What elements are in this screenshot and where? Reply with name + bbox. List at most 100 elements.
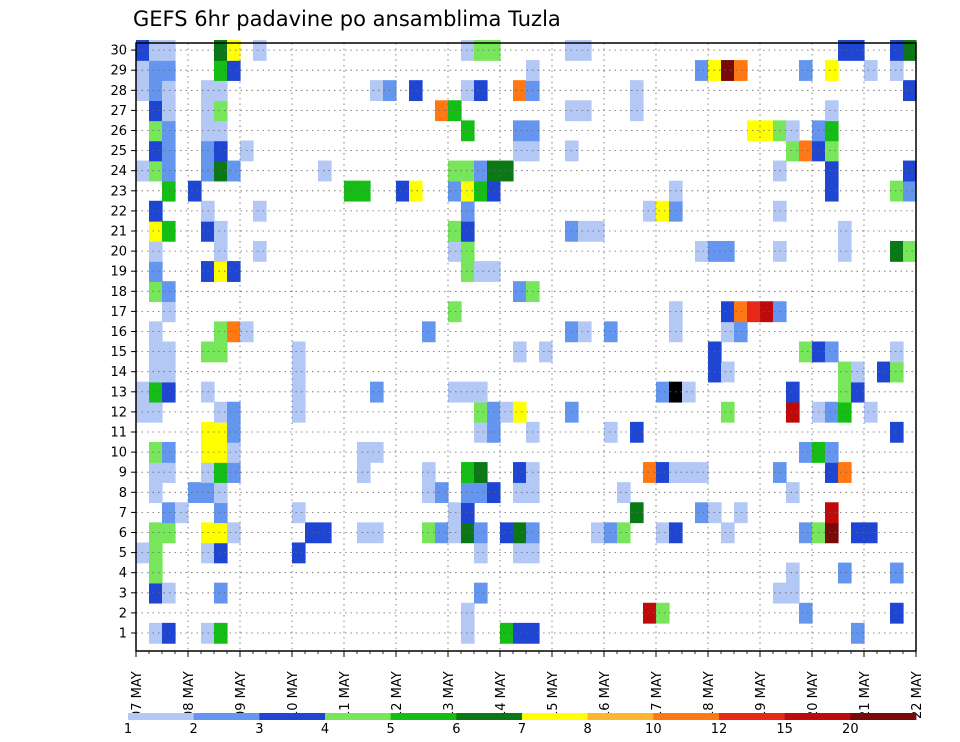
heatmap-cell [656, 381, 670, 403]
heatmap-cell [162, 100, 176, 122]
heatmap-cell [474, 80, 488, 102]
y-tick-label: 20 [110, 245, 127, 260]
heatmap-cell [825, 522, 839, 544]
y-tick-label: 7 [119, 506, 127, 521]
heatmap-cell [760, 120, 774, 142]
heatmap-cell [448, 240, 462, 262]
heatmap-cell [825, 441, 839, 463]
heatmap-cell [214, 622, 228, 644]
x-tick-label: 17 MAY [650, 671, 665, 719]
heatmap-cell [292, 361, 306, 383]
heatmap-cell [461, 80, 475, 102]
heatmap-cell [253, 39, 267, 61]
heatmap-cell [227, 522, 241, 544]
colorbar-swatch [522, 713, 589, 720]
x-tick-label: 14 MAY [494, 671, 509, 719]
y-tick-label: 2 [119, 606, 127, 621]
heatmap-cell [149, 261, 163, 282]
heatmap-cell [903, 39, 917, 61]
heatmap-cell [149, 80, 163, 102]
heatmap-cell [357, 180, 371, 202]
heatmap-cell [227, 321, 241, 343]
heatmap-cell [825, 140, 839, 162]
heatmap-cell [461, 602, 475, 624]
heatmap-cell [149, 482, 163, 504]
heatmap-cell [214, 220, 228, 242]
heatmap-cell [214, 441, 228, 463]
heatmap-cell [227, 462, 241, 483]
y-tick-label: 28 [110, 84, 127, 99]
y-tick-label: 1 [119, 627, 127, 642]
heatmap-cell [734, 321, 748, 343]
x-tick-label: 10 MAY [286, 671, 301, 719]
heatmap-cell [435, 482, 449, 504]
heatmap-cell [825, 502, 839, 524]
heatmap-cell [162, 622, 176, 644]
heatmap-cell [682, 462, 696, 483]
heatmap-cell [474, 542, 488, 564]
heatmap-cell [448, 301, 462, 323]
heatmap-cell [227, 39, 241, 61]
heatmap-cell [162, 39, 176, 61]
heatmap-cell [461, 482, 475, 504]
heatmap-cell [188, 180, 202, 202]
chart-title: GEFS 6hr padavine po ansamblima Tuzla [133, 7, 561, 31]
heatmap-cell [695, 60, 709, 81]
heatmap-cell [214, 582, 228, 604]
heatmap-cell [474, 381, 488, 403]
heatmap-cell [162, 140, 176, 162]
heatmap-cell [461, 462, 475, 483]
heatmap-cell [448, 180, 462, 202]
heatmap-cell [799, 602, 813, 624]
heatmap-cell [578, 220, 592, 242]
heatmap-cell [578, 39, 592, 61]
heatmap-cell [838, 361, 852, 383]
x-tick-label: 20 MAY [806, 671, 821, 719]
heatmap-cell [149, 542, 163, 564]
y-tick-label: 4 [119, 566, 127, 581]
heatmap-cell [786, 401, 800, 423]
heatmap-cell [721, 301, 735, 323]
heatmap-cell [591, 522, 605, 544]
heatmap-cell [149, 39, 163, 61]
heatmap-cell [162, 60, 176, 81]
heatmap-cell [292, 542, 306, 564]
y-tick-label: 26 [110, 124, 127, 139]
colorbar-swatch [719, 713, 786, 720]
x-tick-label: 19 MAY [754, 671, 769, 719]
y-tick-label: 18 [110, 285, 127, 300]
heatmap-cell [513, 120, 527, 142]
heatmap-cell [370, 441, 384, 463]
heatmap-cell [799, 341, 813, 363]
heatmap-cell [721, 240, 735, 262]
heatmap-cell [825, 401, 839, 423]
heatmap-cell [903, 240, 917, 262]
heatmap-cell [214, 482, 228, 504]
heatmap-cell [474, 180, 488, 202]
colorbar-label: 6 [452, 722, 460, 737]
heatmap-cell [461, 120, 475, 142]
heatmap-cell [578, 321, 592, 343]
heatmap-cell [513, 80, 527, 102]
heatmap-cell [149, 120, 163, 142]
heatmap-cell [214, 522, 228, 544]
heatmap-cell [162, 582, 176, 604]
heatmap-cell [786, 381, 800, 403]
colorbar-label: 12 [711, 722, 728, 737]
heatmap-cell [214, 341, 228, 363]
x-tick-label: 13 MAY [442, 671, 457, 719]
colorbar-label: 7 [518, 722, 526, 737]
colorbar-swatch [653, 713, 720, 720]
heatmap-cell [825, 120, 839, 142]
heatmap-cells [136, 39, 917, 644]
heatmap-cell [162, 502, 176, 524]
colorbar-swatch [850, 713, 917, 720]
heatmap-cell [162, 361, 176, 383]
heatmap-cell [682, 381, 696, 403]
heatmap-cell [227, 261, 241, 282]
heatmap-cell [513, 140, 527, 162]
heatmap-cell [513, 281, 527, 303]
heatmap-cell [617, 482, 631, 504]
heatmap-cell [513, 462, 527, 483]
heatmap-cell [227, 60, 241, 81]
